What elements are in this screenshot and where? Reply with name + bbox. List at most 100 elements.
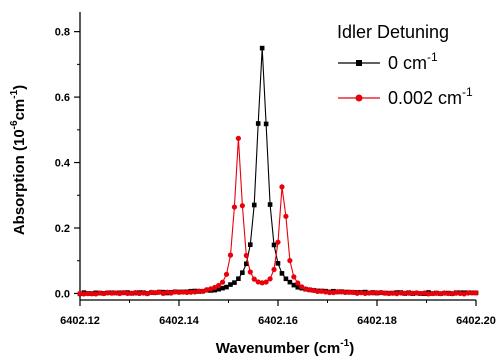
legend-title: Idler Detuning	[337, 22, 449, 42]
data-point	[457, 290, 463, 297]
data-point	[263, 279, 269, 285]
data-point	[406, 290, 412, 296]
data-point	[184, 289, 190, 295]
data-point	[235, 135, 241, 141]
data-point	[326, 289, 333, 296]
data-point	[390, 290, 396, 296]
data-point	[402, 290, 408, 296]
data-point	[318, 288, 325, 294]
data-point	[140, 290, 146, 296]
data-point	[251, 202, 257, 208]
data-point	[370, 290, 376, 296]
series-1	[77, 135, 479, 297]
data-point	[354, 290, 360, 296]
legend-label-series-0: 0 cm-1	[388, 50, 438, 73]
data-point	[445, 290, 451, 297]
series-group	[77, 45, 479, 297]
data-point	[124, 290, 131, 297]
data-point	[144, 291, 150, 297]
data-point	[223, 271, 230, 277]
data-point	[188, 289, 194, 295]
data-point	[295, 284, 301, 290]
data-point	[267, 202, 273, 207]
x-tick-label: 6402.14	[159, 315, 200, 327]
data-point	[386, 290, 392, 297]
data-point	[200, 288, 206, 294]
data-point	[362, 290, 368, 297]
data-point	[236, 276, 241, 282]
data-point	[227, 252, 234, 258]
data-point	[283, 276, 289, 282]
data-point	[263, 121, 269, 127]
data-point	[414, 290, 420, 296]
data-point	[97, 290, 103, 296]
data-point	[109, 290, 115, 296]
data-point	[275, 261, 281, 266]
data-point	[243, 252, 249, 259]
data-point	[148, 289, 154, 295]
data-point	[350, 289, 356, 295]
data-point	[441, 290, 447, 296]
data-point	[322, 289, 329, 295]
data-point	[275, 239, 281, 245]
data-point	[421, 290, 428, 296]
data-point	[224, 284, 229, 290]
legend: Idler Detuning 0 cm-1 0.002 cm-1	[337, 22, 473, 108]
data-point	[176, 289, 182, 295]
data-point	[295, 280, 301, 286]
data-point	[204, 287, 210, 293]
data-point	[239, 203, 245, 209]
legend-marker-circle	[355, 94, 363, 102]
data-point	[394, 291, 400, 297]
data-point	[259, 280, 265, 286]
data-point	[465, 290, 471, 296]
data-point	[81, 291, 87, 297]
data-point	[374, 290, 380, 296]
tick-labels: 6402.12 6402.14 6402.16 6402.18 6402.20 0.0 0.…	[55, 27, 496, 327]
data-point	[398, 290, 404, 296]
x-tick-label: 6402.18	[357, 315, 397, 327]
data-point	[255, 121, 261, 126]
data-point	[299, 284, 305, 290]
data-point	[89, 291, 95, 297]
data-point	[433, 290, 439, 296]
data-point	[219, 279, 226, 285]
y-tick-label: 0.2	[55, 223, 70, 235]
data-point	[461, 291, 467, 297]
data-point	[315, 288, 321, 295]
y-tick-label: 0.4	[55, 158, 71, 170]
legend-item-series-1: 0.002 cm-1	[338, 85, 473, 108]
data-point	[346, 289, 352, 295]
data-point	[247, 269, 253, 275]
data-point	[180, 289, 186, 295]
data-point	[342, 289, 348, 296]
data-point	[247, 242, 253, 247]
legend-item-series-0: 0 cm-1	[338, 50, 438, 73]
data-point	[232, 280, 237, 285]
data-point	[152, 290, 158, 296]
data-point	[216, 286, 221, 292]
data-point	[192, 289, 198, 295]
data-point	[77, 290, 83, 297]
y-tick-label: 0.8	[55, 27, 70, 39]
data-point	[311, 287, 317, 293]
data-point	[168, 290, 174, 296]
data-point	[113, 290, 119, 296]
data-point	[338, 289, 344, 295]
data-point	[212, 284, 218, 291]
data-point	[382, 290, 388, 296]
x-tick-label: 6402.12	[60, 315, 100, 327]
data-point	[251, 276, 257, 282]
data-point	[279, 184, 285, 190]
data-point	[105, 290, 111, 296]
data-point	[212, 287, 217, 293]
data-point	[132, 289, 139, 296]
data-point	[469, 290, 475, 296]
tick-marks	[74, 31, 477, 306]
data-point	[160, 290, 166, 296]
data-point	[231, 204, 238, 210]
data-point	[220, 285, 225, 291]
series-line-0	[79, 48, 477, 295]
data-point	[449, 291, 455, 297]
